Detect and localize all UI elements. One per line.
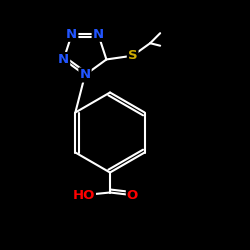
Text: N: N — [58, 53, 69, 66]
Text: N: N — [80, 68, 90, 82]
Text: S: S — [128, 49, 138, 62]
Text: N: N — [66, 28, 77, 41]
Text: O: O — [127, 188, 138, 202]
Text: HO: HO — [72, 188, 95, 202]
Text: N: N — [93, 28, 104, 41]
